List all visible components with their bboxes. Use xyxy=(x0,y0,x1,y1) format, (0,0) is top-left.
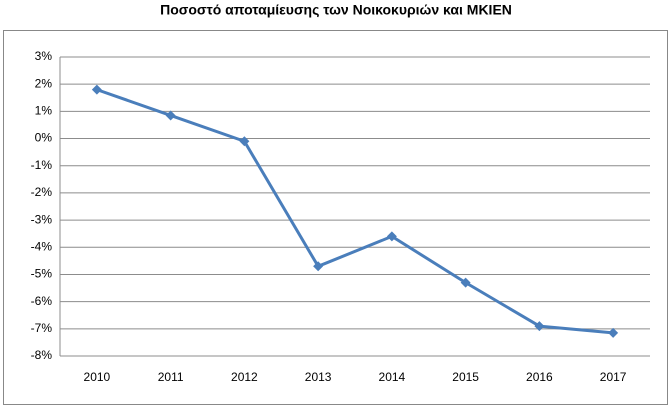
x-tick-label: 2014 xyxy=(379,370,406,384)
data-point xyxy=(460,277,471,288)
y-tick-label: 0% xyxy=(35,131,53,145)
data-point xyxy=(608,327,619,338)
x-tick-label: 2013 xyxy=(305,370,332,384)
y-tick-label: -3% xyxy=(31,212,53,226)
y-tick-label: -6% xyxy=(31,294,53,308)
y-tick-label: -2% xyxy=(31,185,53,199)
y-tick-label: -7% xyxy=(31,321,53,335)
x-tick-label: 2012 xyxy=(231,370,258,384)
y-tick-label: 3% xyxy=(35,49,53,63)
data-point xyxy=(239,136,250,147)
series-line xyxy=(96,88,614,335)
data-point xyxy=(165,110,176,121)
x-tick-label: 2011 xyxy=(158,370,184,384)
chart-title: Ποσοστό αποταμίευσης των Νοικοκυριών και… xyxy=(160,2,512,18)
data-point xyxy=(386,231,397,242)
y-tick-label: -5% xyxy=(31,267,53,281)
y-tick-label: -1% xyxy=(31,158,53,172)
data-point xyxy=(91,84,102,95)
y-tick-label: 1% xyxy=(35,104,53,118)
chart-border xyxy=(3,30,668,405)
x-tick-label: 2010 xyxy=(84,370,111,384)
y-tick-label: -4% xyxy=(31,239,53,253)
data-point xyxy=(534,321,545,332)
data-point xyxy=(313,261,324,272)
y-tick-label: -8% xyxy=(31,348,53,362)
x-tick-label: 2017 xyxy=(600,370,627,384)
x-tick-label: 2015 xyxy=(452,370,479,384)
y-tick-label: 2% xyxy=(35,76,53,90)
x-tick-label: 2016 xyxy=(526,370,553,384)
